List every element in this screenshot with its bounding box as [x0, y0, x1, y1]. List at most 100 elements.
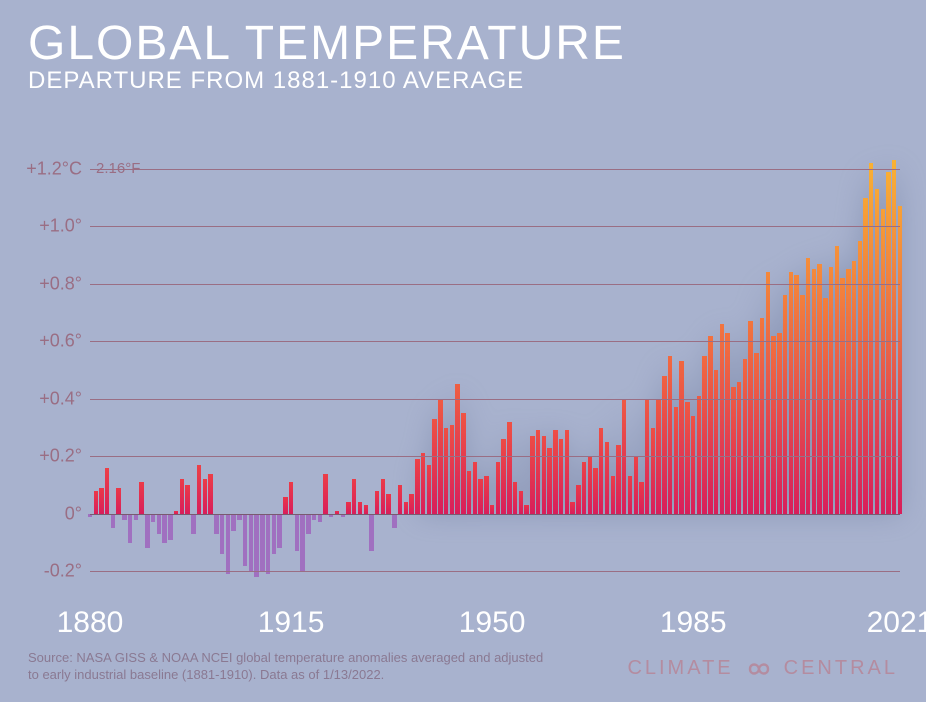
brand-word-left: CLIMATE — [627, 657, 733, 680]
temperature-bar — [668, 356, 672, 514]
temperature-bar — [128, 514, 132, 543]
temperature-bar — [197, 465, 201, 514]
temperature-bar — [565, 430, 569, 513]
temperature-bar — [777, 333, 781, 514]
temperature-bar — [743, 359, 747, 514]
temperature-bar — [662, 376, 666, 514]
temperature-bar — [352, 479, 356, 514]
temperature-bar — [840, 278, 844, 514]
temperature-bar — [260, 514, 264, 572]
temperature-bar — [266, 514, 270, 574]
y-axis-label: +0.6° — [39, 331, 90, 352]
temperature-bar — [829, 267, 833, 514]
temperature-bar — [214, 514, 218, 534]
temperature-bar — [599, 428, 603, 514]
temperature-bar — [530, 436, 534, 514]
temperature-bar — [323, 474, 327, 514]
temperature-bar — [364, 505, 368, 514]
temperature-bar — [295, 514, 299, 551]
temperature-bar — [501, 439, 505, 514]
temperature-bar — [898, 206, 902, 514]
temperature-bar — [180, 479, 184, 514]
x-axis-label: 1985 — [660, 606, 727, 640]
temperature-bar — [783, 295, 787, 514]
temperature-bar — [547, 448, 551, 514]
gridline — [90, 284, 900, 285]
y-axis-label: +0.2° — [39, 446, 90, 467]
temperature-bar — [725, 333, 729, 514]
temperature-bar — [582, 462, 586, 514]
temperature-bar — [875, 189, 879, 514]
temperature-bar — [651, 428, 655, 514]
temperature-bar — [731, 387, 735, 514]
temperature-bar — [346, 502, 350, 514]
temperature-bar — [771, 336, 775, 514]
temperature-bar — [553, 430, 557, 513]
temperature-bar — [846, 269, 850, 513]
temperature-bar — [881, 209, 885, 514]
temperature-bar — [817, 264, 821, 514]
temperature-bar — [392, 514, 396, 528]
x-axis-label: 1950 — [459, 606, 526, 640]
temperature-bar — [766, 272, 770, 514]
temperature-bar — [559, 439, 563, 514]
temperature-bar — [94, 491, 98, 514]
temperature-bar — [760, 318, 764, 514]
temperature-bar — [203, 479, 207, 514]
y-axis-label-fahrenheit: 2.16°F — [96, 160, 140, 177]
y-axis-label: -0.2° — [44, 561, 90, 582]
temperature-bar — [800, 295, 804, 514]
temperature-bar — [490, 505, 494, 514]
temperature-bar — [226, 514, 230, 574]
temperature-bar — [570, 502, 574, 514]
temperature-bar — [467, 471, 471, 514]
temperature-bar — [714, 370, 718, 514]
temperature-bar — [375, 491, 379, 514]
temperature-bar — [679, 361, 683, 513]
temperature-bar — [254, 514, 258, 577]
temperature-bar — [588, 456, 592, 514]
temperature-bar — [432, 419, 436, 514]
y-axis-label: 0° — [65, 503, 90, 524]
temperature-bar — [702, 356, 706, 514]
temperature-bar — [674, 407, 678, 513]
temperature-bar — [519, 491, 523, 514]
gridline — [90, 571, 900, 572]
temperature-bar — [249, 514, 253, 572]
temperature-bar — [478, 479, 482, 514]
temperature-bar — [794, 275, 798, 514]
title-block: GLOBAL TEMPERATURE DEPARTURE FROM 1881-1… — [28, 16, 626, 95]
y-axis-label: +0.4° — [39, 388, 90, 409]
temperature-bar — [789, 272, 793, 514]
temperature-bar — [99, 488, 103, 514]
temperature-bar — [869, 163, 873, 514]
temperature-bar — [289, 482, 293, 514]
temperature-bar — [473, 462, 477, 514]
temperature-bar — [496, 462, 500, 514]
temperature-bar — [185, 485, 189, 514]
y-axis-label: +0.8° — [39, 273, 90, 294]
temperature-bar — [812, 269, 816, 513]
gridline — [90, 169, 900, 170]
x-axis-label: 1915 — [258, 606, 325, 640]
temperature-bar — [358, 502, 362, 514]
temperature-bar — [616, 445, 620, 514]
temperature-bar — [823, 298, 827, 514]
temperature-bar — [386, 494, 390, 514]
temperature-bar — [145, 514, 149, 549]
temperature-bar — [168, 514, 172, 540]
temperature-bar — [886, 172, 890, 514]
temperature-bar — [398, 485, 402, 514]
temperature-bar — [381, 479, 385, 514]
source-attribution: Source: NASA GISS & NOAA NCEI global tem… — [28, 649, 548, 684]
bars-layer — [90, 140, 900, 600]
temperature-bar — [863, 198, 867, 514]
temperature-bar — [892, 160, 896, 514]
temperature-bar — [524, 505, 528, 514]
temperature-bar — [513, 482, 517, 514]
temperature-bar-chart: -0.2°0°+0.2°+0.4°+0.6°+0.8°+1.0°+1.2°C2.… — [90, 140, 900, 600]
brand-logo: CLIMATE CENTRAL — [627, 657, 898, 680]
temperature-bar — [576, 485, 580, 514]
temperature-bar — [720, 324, 724, 514]
temperature-bar — [283, 497, 287, 514]
